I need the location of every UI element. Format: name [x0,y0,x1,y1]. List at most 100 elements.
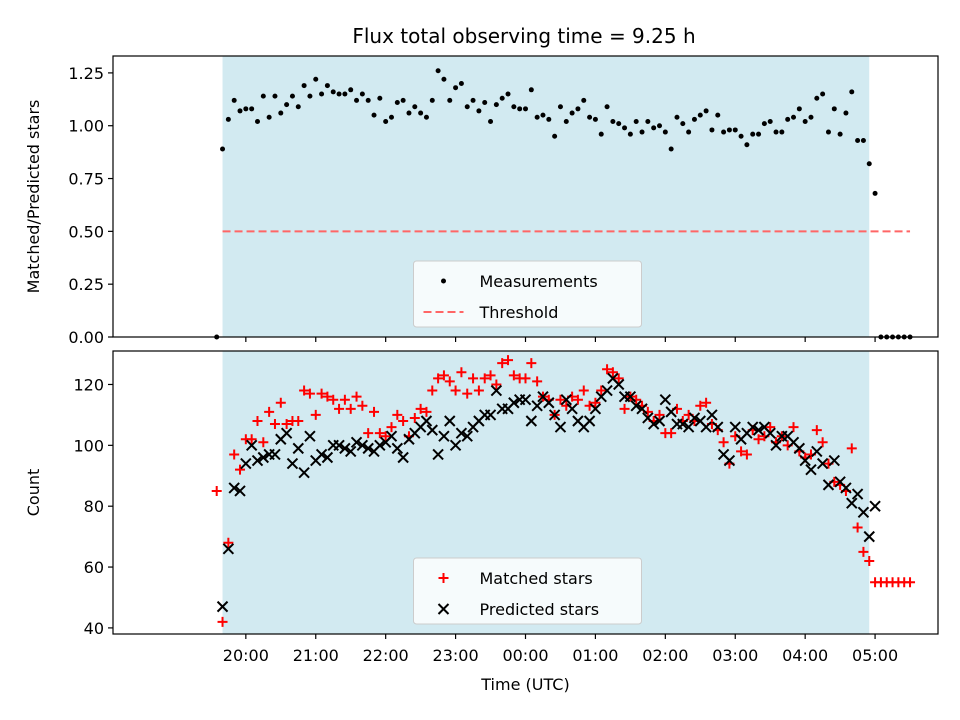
measurement-point [458,80,464,86]
measurement-point [546,116,552,122]
matched-point [374,428,385,439]
predicted-point [321,451,334,464]
matched-point [666,428,677,439]
matched-point [811,425,822,436]
predicted-point [420,415,433,427]
predicted-point [257,451,270,464]
measurement-point [388,114,394,120]
measurement-point [552,133,558,139]
matched-point [497,358,508,369]
predicted-point [828,454,840,467]
predicted-point [240,457,252,470]
measurement-point [604,104,610,110]
predicted-point [624,390,637,403]
matched-point [753,434,764,445]
matched-point [654,409,665,420]
measurement-point [354,97,360,103]
matched-point [864,555,875,566]
measurement-point [394,99,400,105]
measurement-point [470,97,476,103]
matched-point [462,388,473,399]
measurement-point [383,118,389,124]
matched-point [468,373,479,384]
predicted-point [653,415,666,427]
predicted-point [269,448,281,461]
y-tick-label: 0.75 [68,170,104,189]
measurement-point [220,146,226,152]
matched-point [532,376,543,387]
measurement-point [348,87,354,93]
measurement-point [429,97,435,103]
predicted-point [560,393,572,406]
predicted-point [315,448,328,461]
matched-point [281,419,292,430]
matched-point [252,415,263,426]
matched-point [386,422,397,433]
measurement-point [721,129,727,135]
legend-box [413,260,642,328]
matched-point [363,428,374,439]
matched-point [491,379,502,390]
y-tick-label: 0.50 [68,222,104,241]
measurement-point [278,110,284,116]
matched-point [508,370,519,381]
matched-point [211,485,222,496]
predicted-point [857,506,870,518]
x-tick-label: 05:00 [852,646,898,665]
predicted-point [747,421,759,433]
predicted-point [397,451,409,464]
measurement-point [295,104,301,110]
predicted-point [729,421,741,433]
measurement-point [814,95,820,101]
measurement-point [505,91,511,97]
measurement-point [616,121,622,127]
predicted-point [432,448,444,461]
matched-point [217,616,228,627]
measurement-point [750,131,756,137]
matched-point [433,373,444,384]
predicted-point [426,424,438,436]
matched-point [479,373,490,384]
matched-point [736,446,747,457]
measurement-point [324,83,330,89]
legend: Measurements Threshold [413,260,642,328]
measurement-point [418,110,424,116]
matched-point [415,403,426,414]
predicted-point [770,439,782,452]
predicted-point [245,439,258,452]
measurement-point [738,133,744,139]
y-tick-label: 100 [73,436,104,455]
predicted-point [764,427,776,439]
predicted-point [350,436,363,448]
predicted-point [508,397,520,409]
x-tick-label: 23:00 [433,646,479,665]
predicted-point [630,400,642,412]
matched-point [788,422,799,433]
matched-point [246,434,257,445]
predicted-point [840,482,852,494]
matched-point [310,409,321,420]
measurement-point [633,118,639,124]
measurement-point [697,112,703,118]
chart-title: Flux total observing time = 9.25 h [352,24,695,48]
predicted-point [292,442,304,455]
measurement-point [406,110,412,116]
y-axis-label: Matched/Predicted stars [24,100,43,294]
measurement-point [575,106,581,112]
measurement-point [808,114,814,120]
predicted-point [665,406,677,418]
measurement-point [715,112,721,118]
y-tick-label: 40 [84,619,104,638]
measurement-point [447,97,453,103]
predicted-point [712,421,724,433]
series-predicted-stars [216,372,881,613]
measurement-point [639,129,645,135]
y-tick-label: 0.00 [68,328,104,347]
matched-point [555,394,566,405]
matched-point [701,397,712,408]
predicted-point [682,421,695,433]
legend-marker-measurements [441,278,446,284]
predicted-point [391,442,404,455]
matched-point [293,415,304,426]
